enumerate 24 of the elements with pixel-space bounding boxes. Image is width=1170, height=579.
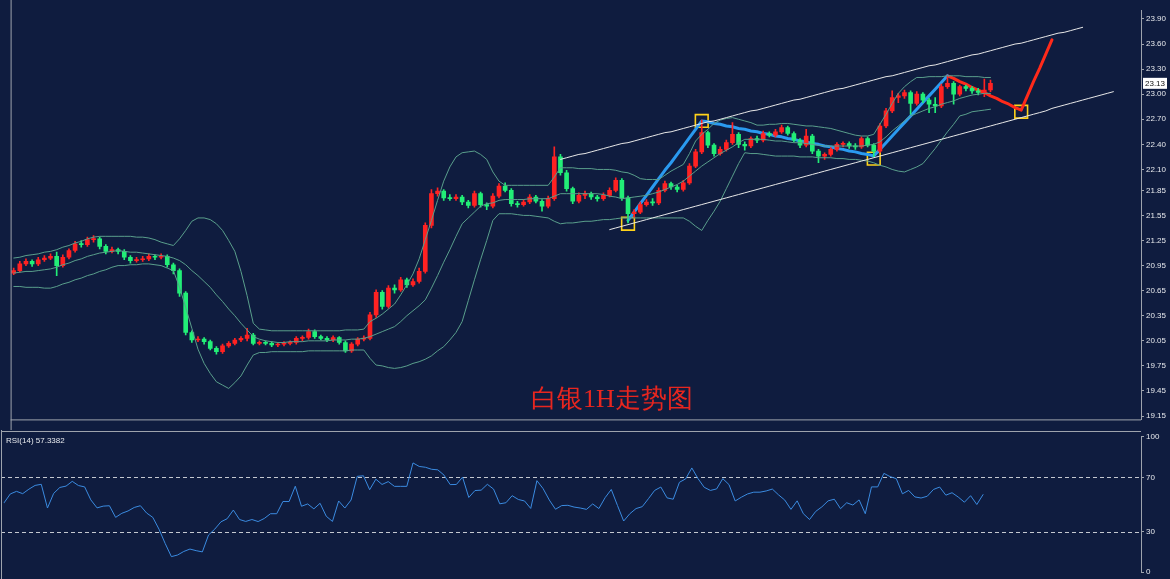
- text: 白银1H走势图: [531, 384, 693, 414]
- y-tick-label: 19.75: [1146, 361, 1167, 371]
- y-tick-label: 21.55: [1146, 210, 1167, 220]
- y-tick-label: 21.85: [1146, 185, 1167, 195]
- y-tick-label: 22.10: [1146, 164, 1167, 174]
- y-tick-label: 30: [1146, 526, 1156, 536]
- y-tick-label: 20.35: [1146, 310, 1167, 320]
- y-tick-label: 21.25: [1146, 235, 1167, 245]
- y-tick-label: 20.65: [1146, 285, 1167, 295]
- y-tick-label: 19.45: [1146, 386, 1167, 396]
- y-tick-label: 22.70: [1146, 114, 1167, 124]
- y-tick-label: 19.15: [1146, 411, 1167, 421]
- y-tick-label: 0: [1146, 567, 1151, 577]
- y-tick-label: 23.90: [1146, 14, 1167, 24]
- y-tick-label: 100: [1146, 432, 1160, 441]
- chart-title: RSI(14) 57.3382: [6, 436, 66, 445]
- annotation: 23.13: [1145, 78, 1166, 88]
- y-tick-label: 20.05: [1146, 336, 1167, 346]
- y-tick-label: 70: [1146, 472, 1156, 482]
- y-tick-label: 23.00: [1146, 89, 1167, 99]
- y-tick-label: 20.95: [1146, 260, 1167, 270]
- y-tick-label: 23.30: [1146, 64, 1167, 74]
- y-tick-label: 22.40: [1146, 139, 1167, 149]
- y-tick-label: 23.60: [1146, 39, 1167, 49]
